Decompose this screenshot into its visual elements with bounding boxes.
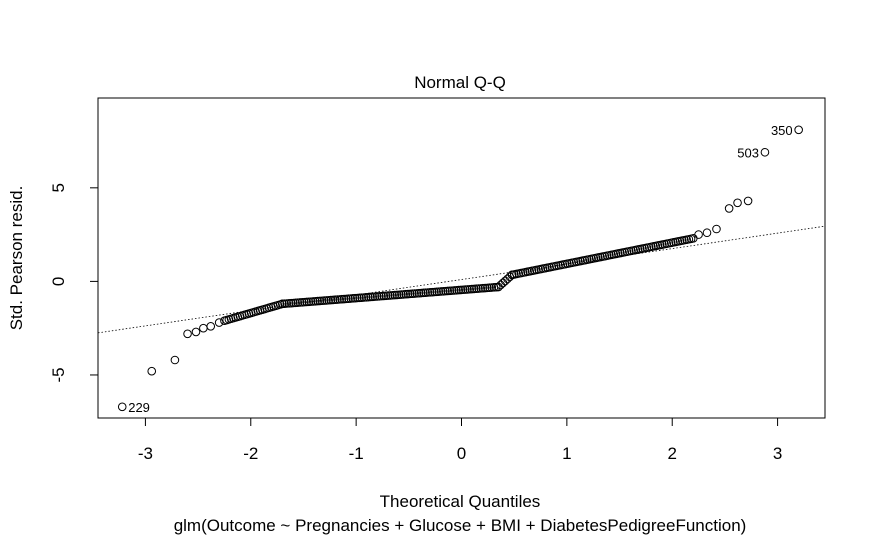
data-point [117,402,127,412]
x-tick-label: 3 [773,444,782,463]
data-point [733,198,742,208]
x-tick-label: -2 [243,444,258,463]
reference-line-layer [97,225,826,334]
x-tick-label: -1 [349,444,364,463]
data-point [183,329,192,339]
y-axis: -5 0 5 [49,183,99,383]
y-tick-label: -5 [49,367,68,382]
point-labels-layer: 229 503 350 [128,123,792,415]
data-point [503,274,512,284]
data-point [760,147,770,157]
y-axis-label: Std. Pearson resid. [7,186,26,331]
data-point [724,204,734,213]
point-label-350: 350 [771,123,793,138]
data-point [147,366,157,376]
data-point [191,327,201,337]
points-layer [117,125,803,412]
data-point [498,278,508,288]
x-tick-label: 0 [457,444,466,463]
reference-line [97,225,826,334]
data-point [206,322,216,331]
data-point [743,196,753,206]
x-axis-label: Theoretical Quantiles [380,492,541,511]
x-axis: -3 -2 -1 0 1 2 3 [138,417,782,463]
x-tick-label: 2 [667,444,676,463]
y-tick-label: 0 [49,277,68,286]
data-point [214,318,224,327]
data-point [496,280,505,290]
y-tick-label: 5 [49,183,68,192]
data-point [794,125,803,135]
data-point [170,355,180,365]
chart-title: Normal Q-Q [414,73,506,92]
point-label-503: 503 [737,145,759,160]
data-point [199,323,208,333]
data-point [712,224,721,234]
data-point [702,228,712,238]
point-label-229: 229 [128,400,150,415]
x-tick-label: 1 [562,444,571,463]
chart-subtitle: glm(Outcome ~ Pregnancies + Glucose + BM… [174,516,747,535]
plot-frame [97,97,826,419]
data-point [500,276,510,286]
x-tick-label: -3 [138,444,153,463]
data-point [694,230,703,239]
